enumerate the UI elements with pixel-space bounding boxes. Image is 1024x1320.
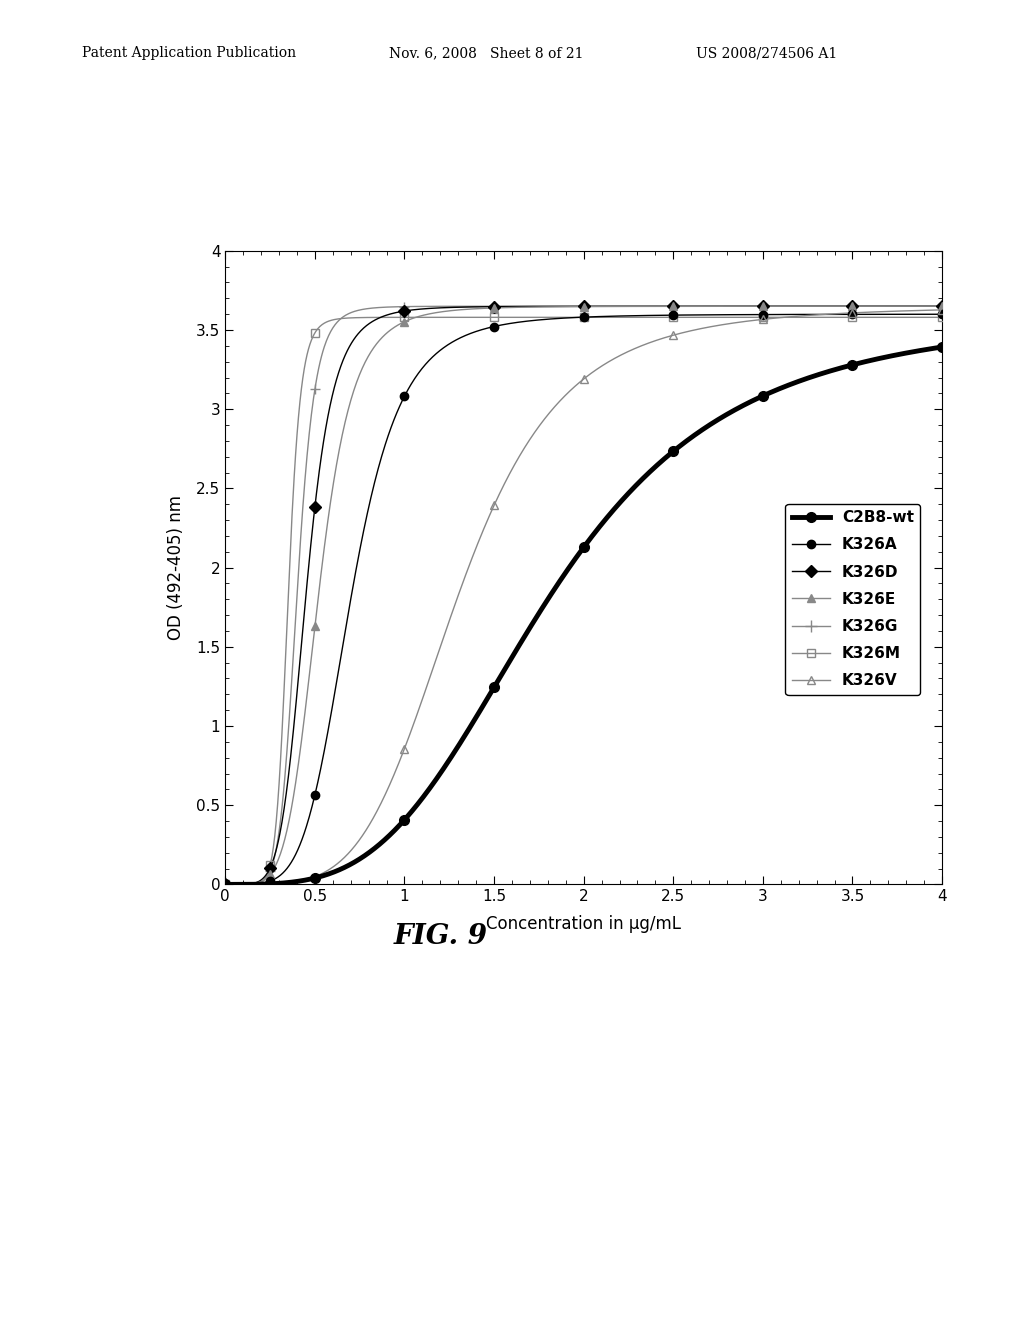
Text: FIG. 9: FIG. 9	[393, 923, 487, 950]
Legend: C2B8-wt, K326A, K326D, K326E, K326G, K326M, K326V: C2B8-wt, K326A, K326D, K326E, K326G, K32…	[785, 504, 921, 694]
Y-axis label: OD (492-405) nm: OD (492-405) nm	[167, 495, 185, 640]
Text: US 2008/274506 A1: US 2008/274506 A1	[696, 46, 838, 61]
X-axis label: Concentration in μg/mL: Concentration in μg/mL	[486, 915, 681, 933]
Text: Nov. 6, 2008   Sheet 8 of 21: Nov. 6, 2008 Sheet 8 of 21	[389, 46, 584, 61]
Text: Patent Application Publication: Patent Application Publication	[82, 46, 296, 61]
